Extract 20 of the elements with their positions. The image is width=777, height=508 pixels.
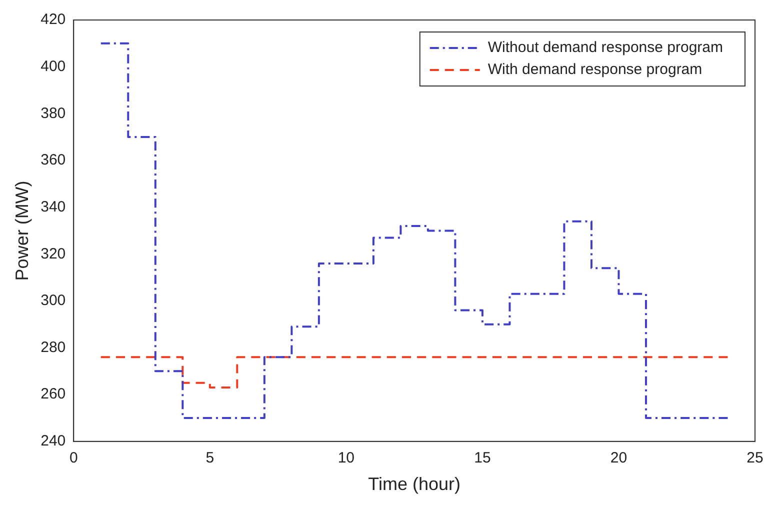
y-tick-label: 320: [40, 245, 66, 262]
x-tick-label: 5: [206, 450, 214, 467]
y-tick-label: 400: [40, 58, 66, 75]
y-tick-label: 240: [40, 432, 66, 450]
x-tick-label: 10: [338, 450, 355, 467]
legend-label: With demand response program: [488, 61, 702, 78]
x-tick-label: 15: [474, 450, 491, 467]
x-tick-label: 25: [746, 450, 764, 467]
y-tick-label: 280: [40, 338, 66, 356]
y-tick-label: 360: [40, 152, 66, 169]
x-tick-label: 20: [610, 450, 628, 467]
x-tick-label: 0: [69, 450, 78, 467]
y-tick-label: 420: [40, 11, 66, 28]
x-axis-title: Time (hour): [368, 474, 460, 494]
y-tick-label: 340: [40, 198, 66, 216]
y-tick-label: 300: [40, 292, 66, 310]
y-tick-label: 380: [40, 104, 66, 122]
legend-label: Without demand response program: [488, 39, 724, 56]
y-axis-title: Power (MW): [12, 180, 32, 281]
y-tick-label: 260: [40, 386, 66, 403]
